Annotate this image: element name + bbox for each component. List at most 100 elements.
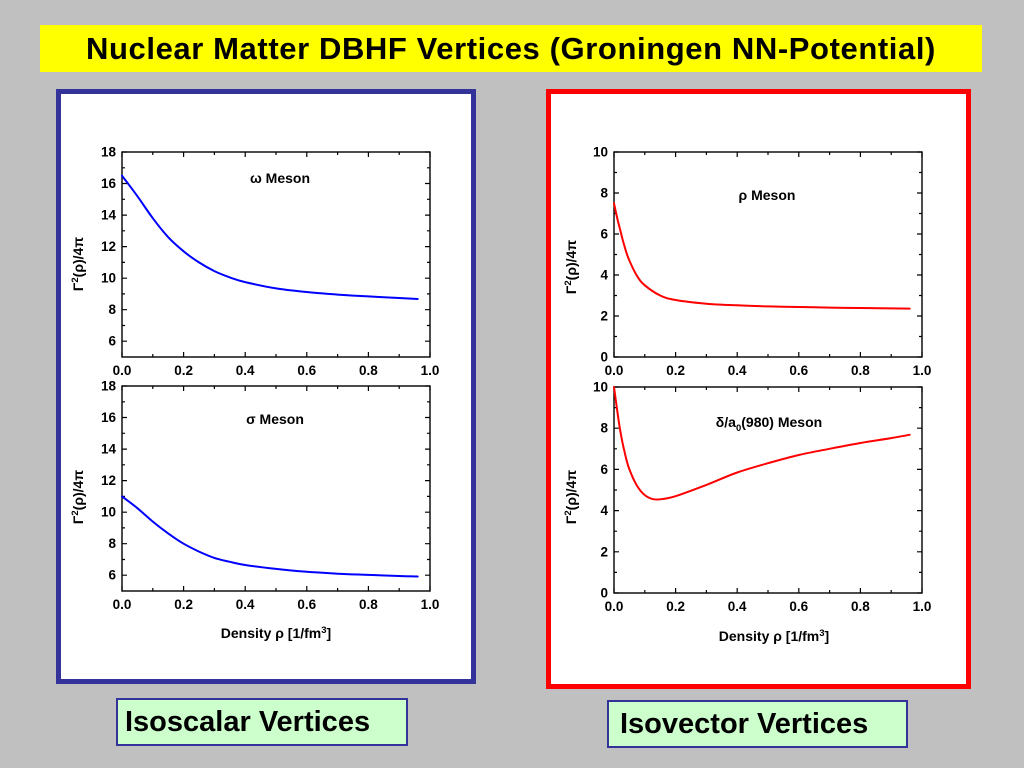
y-tick-label: 10	[101, 505, 116, 520]
y-tick-label: 14	[101, 442, 117, 457]
x-axis-label-part: Density ρ [1/fm	[221, 625, 321, 641]
sigma-meson-curve	[121, 495, 419, 578]
y-axis-ticks	[122, 385, 430, 576]
x-tick-label: 0.8	[359, 597, 378, 612]
x-axis-label: Density ρ [1/fm3]	[719, 628, 829, 644]
y-axis-label-part: (ρ)/4π	[70, 237, 86, 278]
y-tick-label: 8	[108, 302, 116, 317]
y-axis-label-part: 2	[70, 277, 81, 282]
isoscalar-caption: Isoscalar Vertices	[116, 698, 408, 746]
omega-meson-curve	[121, 174, 419, 300]
y-axis-ticks	[122, 151, 430, 342]
y-tick-label: 6	[108, 568, 116, 583]
x-axis-label-part: 3	[321, 625, 326, 636]
plot-frame	[121, 151, 431, 358]
rho-meson-curve	[613, 202, 911, 310]
y-tick-label: 16	[101, 176, 117, 191]
x-tick-label: 0.6	[297, 363, 316, 378]
x-axis-label-part: ]	[825, 628, 830, 644]
x-tick-label: 0.0	[605, 599, 624, 614]
y-axis-label: Γ2(ρ)/4π	[70, 470, 86, 524]
x-tick-label: 0.8	[851, 599, 870, 614]
delta-meson-label-part: (980) Meson	[741, 414, 822, 430]
x-tick-label: 0.4	[236, 363, 255, 378]
x-tick-label: 0.6	[789, 363, 808, 378]
y-tick-label: 10	[593, 380, 608, 395]
x-tick-label: 0.0	[113, 363, 132, 378]
delta-meson-label-part: 0	[736, 423, 741, 434]
y-tick-label: 14	[101, 208, 117, 223]
isovector-caption: Isovector Vertices	[607, 700, 908, 748]
sigma-meson-label-part: σ Meson	[246, 411, 304, 427]
sigma-meson-chart: 0.0 0.2 0.4 0.6 0.8 1.0 6 8 10 12 14 16 18 σ Meson Γ2(…	[70, 379, 439, 642]
y-axis-label-part: Γ	[563, 285, 579, 294]
delta-meson-label-part: δ/a	[716, 414, 736, 430]
slide-title: Nuclear Matter DBHF Vertices (Groningen …	[86, 30, 936, 66]
y-axis-label: Γ2(ρ)/4π	[563, 240, 579, 294]
y-tick-label: 10	[593, 145, 608, 160]
x-tick-label: 0.6	[297, 597, 316, 612]
x-tick-label: 1.0	[421, 597, 440, 612]
y-axis-label-part: Γ	[563, 515, 579, 524]
x-tick-label: 0.2	[666, 363, 685, 378]
y-axis-label-part: 2	[70, 510, 81, 515]
y-axis-label-part: 2	[563, 510, 574, 515]
plot-frame	[613, 151, 923, 358]
y-tick-label: 0	[600, 350, 608, 365]
y-tick-label: 2	[600, 309, 608, 324]
isoscalar-caption-text: Isoscalar Vertices	[125, 705, 371, 738]
x-tick-label: 0.8	[851, 363, 870, 378]
x-axis-label-part: Density ρ [1/fm	[719, 628, 819, 644]
y-tick-label: 18	[101, 379, 117, 394]
x-tick-label: 0.0	[605, 363, 624, 378]
y-tick-label: 12	[101, 473, 116, 488]
y-tick-label: 8	[600, 186, 608, 201]
x-tick-label: 0.4	[728, 363, 747, 378]
x-tick-label: 0.2	[174, 597, 193, 612]
y-tick-label: 6	[600, 227, 608, 242]
y-tick-label: 12	[101, 239, 116, 254]
y-axis-label-part: (ρ)/4π	[70, 470, 86, 511]
title-bar: Nuclear Matter DBHF Vertices (Groningen …	[40, 25, 982, 72]
y-axis-label-part: Γ	[70, 282, 86, 291]
x-tick-label: 0.4	[728, 599, 747, 614]
y-tick-label: 10	[101, 271, 116, 286]
x-tick-label: 0.4	[236, 597, 255, 612]
y-tick-label: 2	[600, 544, 608, 559]
x-axis-label: Density ρ [1/fm3]	[221, 625, 331, 641]
y-tick-label: 6	[108, 334, 116, 349]
y-axis-label: Γ2(ρ)/4π	[70, 237, 86, 291]
x-axis-ticks	[613, 152, 923, 357]
delta-meson-curve	[613, 386, 911, 501]
plot-frame	[613, 386, 923, 594]
x-tick-label: 0.0	[113, 597, 132, 612]
y-tick-label: 6	[600, 462, 608, 477]
sigma-meson-label: σ Meson	[246, 411, 304, 427]
y-axis-label-part: (ρ)/4π	[563, 240, 579, 281]
x-tick-label: 0.6	[789, 599, 808, 614]
x-tick-label: 1.0	[421, 363, 440, 378]
rho-meson-label-part: ρ Meson	[739, 187, 796, 203]
delta-meson-label: δ/a0(980) Meson	[716, 414, 822, 434]
rho-meson-label: ρ Meson	[739, 187, 796, 203]
omega-meson-chart: 0.0 0.2 0.4 0.6 0.8 1.0 6 8 10 12 14 16 18 ω Meson Γ2(…	[70, 145, 439, 379]
y-axis-label-part: Γ	[70, 515, 86, 524]
x-axis-label-part: 3	[819, 628, 824, 639]
y-tick-label: 0	[600, 586, 608, 601]
y-axis-label: Γ2(ρ)/4π	[563, 470, 579, 524]
omega-meson-label-part: ω Meson	[250, 170, 310, 186]
x-tick-label: 0.8	[359, 363, 378, 378]
omega-meson-label: ω Meson	[250, 170, 310, 186]
x-axis-label-part: ]	[327, 625, 332, 641]
y-axis-ticks	[614, 151, 922, 358]
y-tick-label: 8	[108, 536, 116, 551]
y-tick-label: 18	[101, 145, 117, 160]
y-axis-label-part: (ρ)/4π	[563, 470, 579, 511]
isovector-caption-text: Isovector Vertices	[620, 707, 869, 740]
x-tick-label: 1.0	[913, 363, 932, 378]
x-tick-label: 0.2	[174, 363, 193, 378]
y-tick-label: 8	[600, 421, 608, 436]
